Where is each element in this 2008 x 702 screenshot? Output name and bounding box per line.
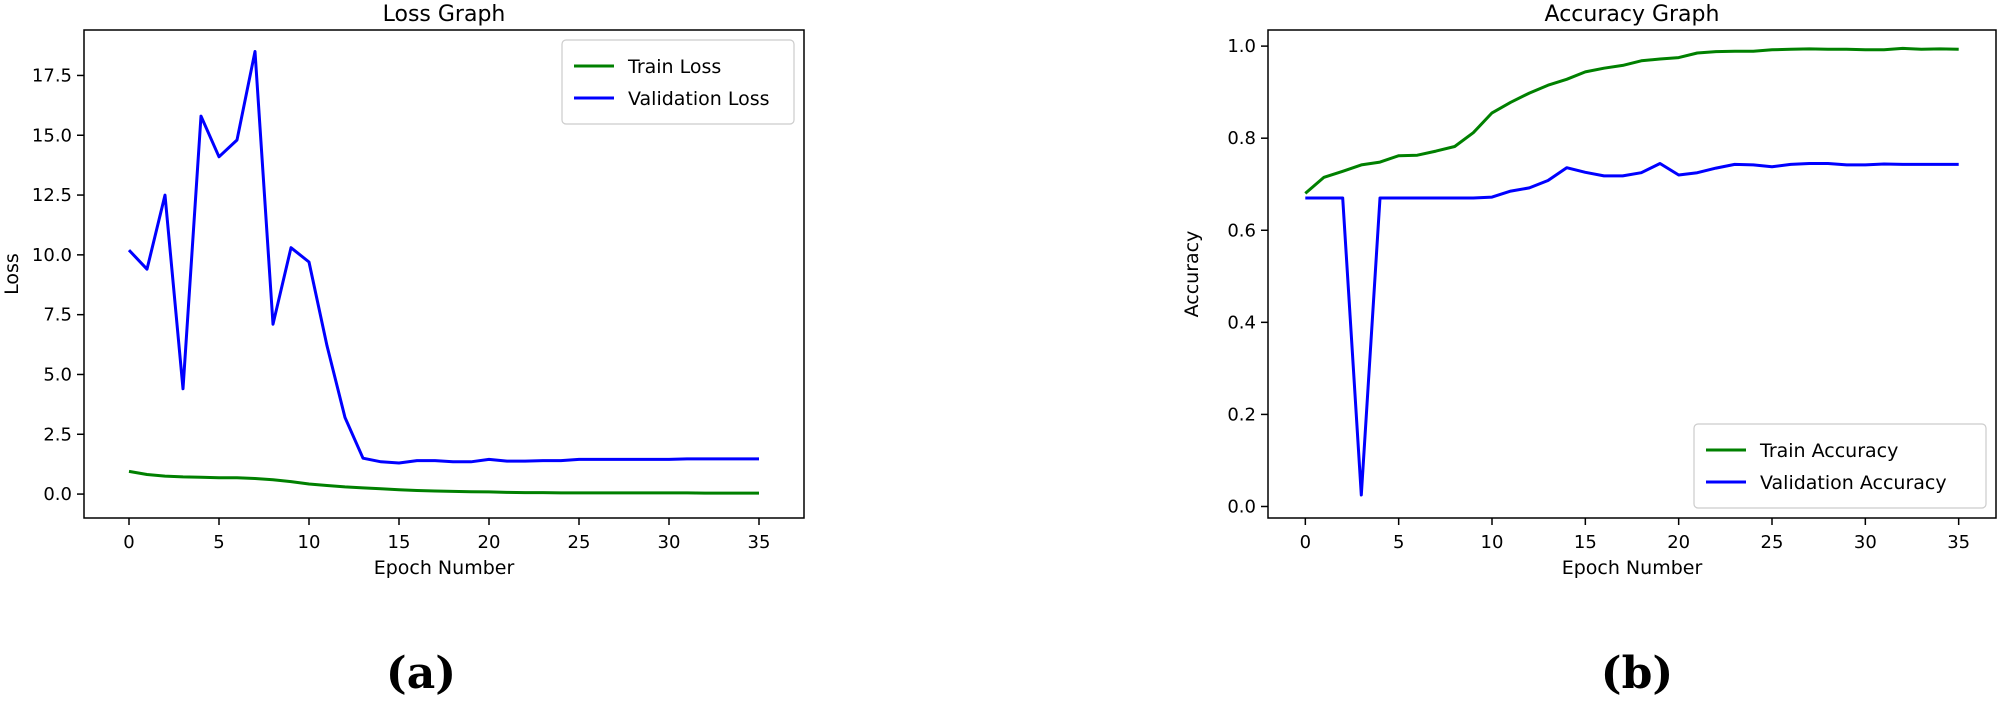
y-tick-label: 0.8 bbox=[1227, 128, 1256, 149]
y-tick-label: 17.5 bbox=[32, 65, 72, 86]
accuracy-chart: Accuracy Graph 0 5 10 15 20 25 30 35 0.0 0.2 0.4 0.6… bbox=[1181, 2, 1997, 579]
x-tick-label: 0 bbox=[123, 532, 134, 553]
x-tick-label: 25 bbox=[568, 532, 591, 553]
x-tick-label: 20 bbox=[478, 532, 501, 553]
series-line-validation-loss bbox=[127, 50, 759, 465]
legend: Train Loss Validation Loss bbox=[561, 39, 795, 125]
y-tick-label: 0.0 bbox=[43, 484, 72, 505]
x-tick-label: 35 bbox=[1947, 532, 1970, 553]
y-tick-label: 0.0 bbox=[1227, 496, 1256, 517]
plot-frame bbox=[1267, 29, 1997, 519]
series-line-train-accuracy bbox=[1304, 46, 1959, 195]
chart-title: Loss Graph bbox=[383, 2, 506, 27]
y-tick-label: 12.5 bbox=[32, 185, 72, 206]
x-tick-label: 0 bbox=[1300, 532, 1311, 553]
chart-title: Accuracy Graph bbox=[1545, 2, 1720, 27]
y-axis-label: Accuracy bbox=[1181, 231, 1203, 318]
x-tick-label: 5 bbox=[213, 532, 224, 553]
legend: Train Accuracy Validation Accuracy bbox=[1693, 423, 1987, 509]
x-tick-label: 15 bbox=[1574, 532, 1597, 553]
y-tick-label: 7.5 bbox=[43, 305, 72, 326]
x-tick-label: 35 bbox=[748, 532, 771, 553]
y-tick-label: 1.0 bbox=[1227, 36, 1256, 57]
x-tick-label: 20 bbox=[1667, 532, 1690, 553]
series-line-train-loss bbox=[128, 469, 759, 495]
x-tick-label: 10 bbox=[298, 532, 321, 553]
x-tick-label: 10 bbox=[1481, 532, 1504, 553]
x-tick-label: 30 bbox=[1854, 532, 1877, 553]
series-line-validation-accuracy bbox=[1305, 162, 1959, 497]
legend-box bbox=[561, 39, 795, 125]
x-tick-label: 25 bbox=[1761, 532, 1784, 553]
y-tick-label: 0.6 bbox=[1227, 220, 1256, 241]
loss-chart: Loss Graph 0 5 10 15 20 25 30 35 0.0 2.5 5.0 7.5 10.0… bbox=[1, 2, 805, 579]
y-tick-label: 10.0 bbox=[32, 245, 72, 266]
legend-box bbox=[1693, 423, 1987, 509]
legend-entry: Train Loss bbox=[627, 56, 721, 78]
caption-a: (a) bbox=[386, 648, 456, 699]
x-tick-label: 30 bbox=[658, 532, 681, 553]
x-tick-label: 5 bbox=[1393, 532, 1404, 553]
x-axis-label: Epoch Number bbox=[1562, 557, 1703, 579]
x-tick-label: 15 bbox=[388, 532, 411, 553]
y-axis-label: Loss bbox=[1, 253, 23, 295]
y-tick-label: 2.5 bbox=[43, 424, 72, 445]
y-tick-label: 0.2 bbox=[1227, 404, 1256, 425]
legend-entry: Train Accuracy bbox=[1759, 440, 1898, 462]
legend-entry: Validation Loss bbox=[628, 88, 770, 110]
legend-entry: Validation Accuracy bbox=[1760, 472, 1947, 494]
caption-b: (b) bbox=[1601, 648, 1673, 699]
y-tick-label: 5.0 bbox=[43, 364, 72, 385]
plot-frame bbox=[83, 29, 805, 519]
y-tick-label: 15.0 bbox=[32, 125, 72, 146]
y-tick-label: 0.4 bbox=[1227, 312, 1256, 333]
x-axis-label: Epoch Number bbox=[374, 557, 515, 579]
